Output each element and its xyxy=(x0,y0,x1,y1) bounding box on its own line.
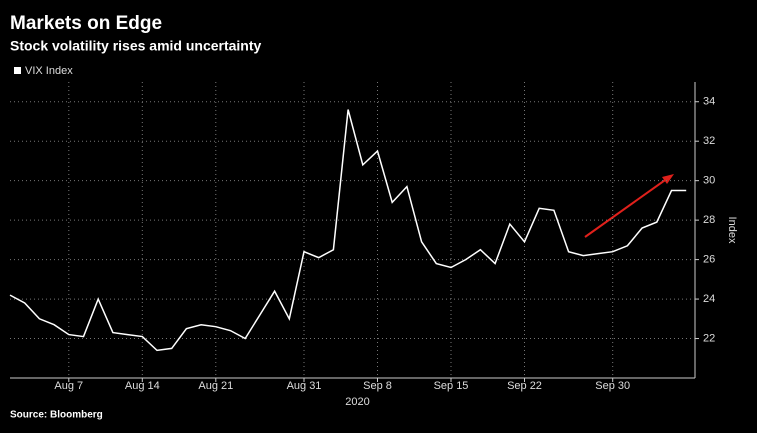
x-tick-label: Aug 21 xyxy=(198,380,233,392)
x-tick-label: Sep 15 xyxy=(434,380,469,392)
y-tick-label: 28 xyxy=(703,214,715,226)
x-year-label: 2020 xyxy=(345,396,369,408)
legend-swatch xyxy=(14,67,21,74)
y-axis-label: Index xyxy=(726,217,738,244)
y-tick-label: 22 xyxy=(703,332,715,344)
legend-label: VIX Index xyxy=(25,65,73,77)
arrow-shaft xyxy=(584,177,669,238)
x-tick-label: Sep 30 xyxy=(595,380,630,392)
arrow-head xyxy=(662,174,674,184)
y-tick-label: 24 xyxy=(703,293,715,305)
y-tick-label: 34 xyxy=(703,96,715,108)
chart-subtitle: Stock volatility rises amid uncertainty xyxy=(10,38,262,54)
x-tick-label: Sep 8 xyxy=(363,380,392,392)
source: Source: Bloomberg xyxy=(10,410,103,421)
x-tick-label: Aug 14 xyxy=(125,380,160,392)
y-tick-label: 30 xyxy=(703,175,715,187)
y-tick-label: 26 xyxy=(703,254,715,266)
annotation-arrow xyxy=(584,174,674,238)
x-tick-label: Aug 7 xyxy=(54,380,83,392)
line-series xyxy=(9,109,687,352)
chart-title: Markets on Edge xyxy=(10,13,162,34)
x-tick-label: Aug 31 xyxy=(287,380,322,392)
y-tick-label: 32 xyxy=(703,135,715,147)
x-tick-label: Sep 22 xyxy=(507,380,542,392)
